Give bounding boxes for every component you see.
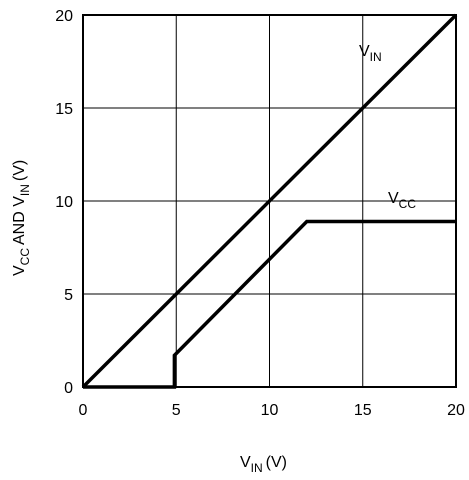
y-tick-label: 20 [55,8,73,25]
series-label-vin: VIN [359,43,382,64]
y-tick-label: 15 [55,101,73,118]
series-line-vcc [83,219,456,389]
y-tick-label: 5 [64,287,73,304]
x-axis-label: VIN (V) [240,454,287,475]
series-line-vin [81,13,458,389]
x-tick-label: 0 [79,402,88,419]
y-tick-label: 10 [55,194,73,211]
x-tick-label: 15 [354,402,372,419]
y-tick-label: 0 [64,380,73,397]
tick-labels: 0 5 10 15 20 0 5 10 15 20 [55,8,465,419]
plot-frame [82,14,457,388]
series-lines [81,13,458,389]
y-axis-label: VCCAND VIN(V) [11,160,32,276]
x-tick-label: 10 [261,402,279,419]
x-tick-label: 5 [172,402,181,419]
series-label-vcc: VCC [388,190,416,211]
x-tick-label: 20 [447,402,465,419]
